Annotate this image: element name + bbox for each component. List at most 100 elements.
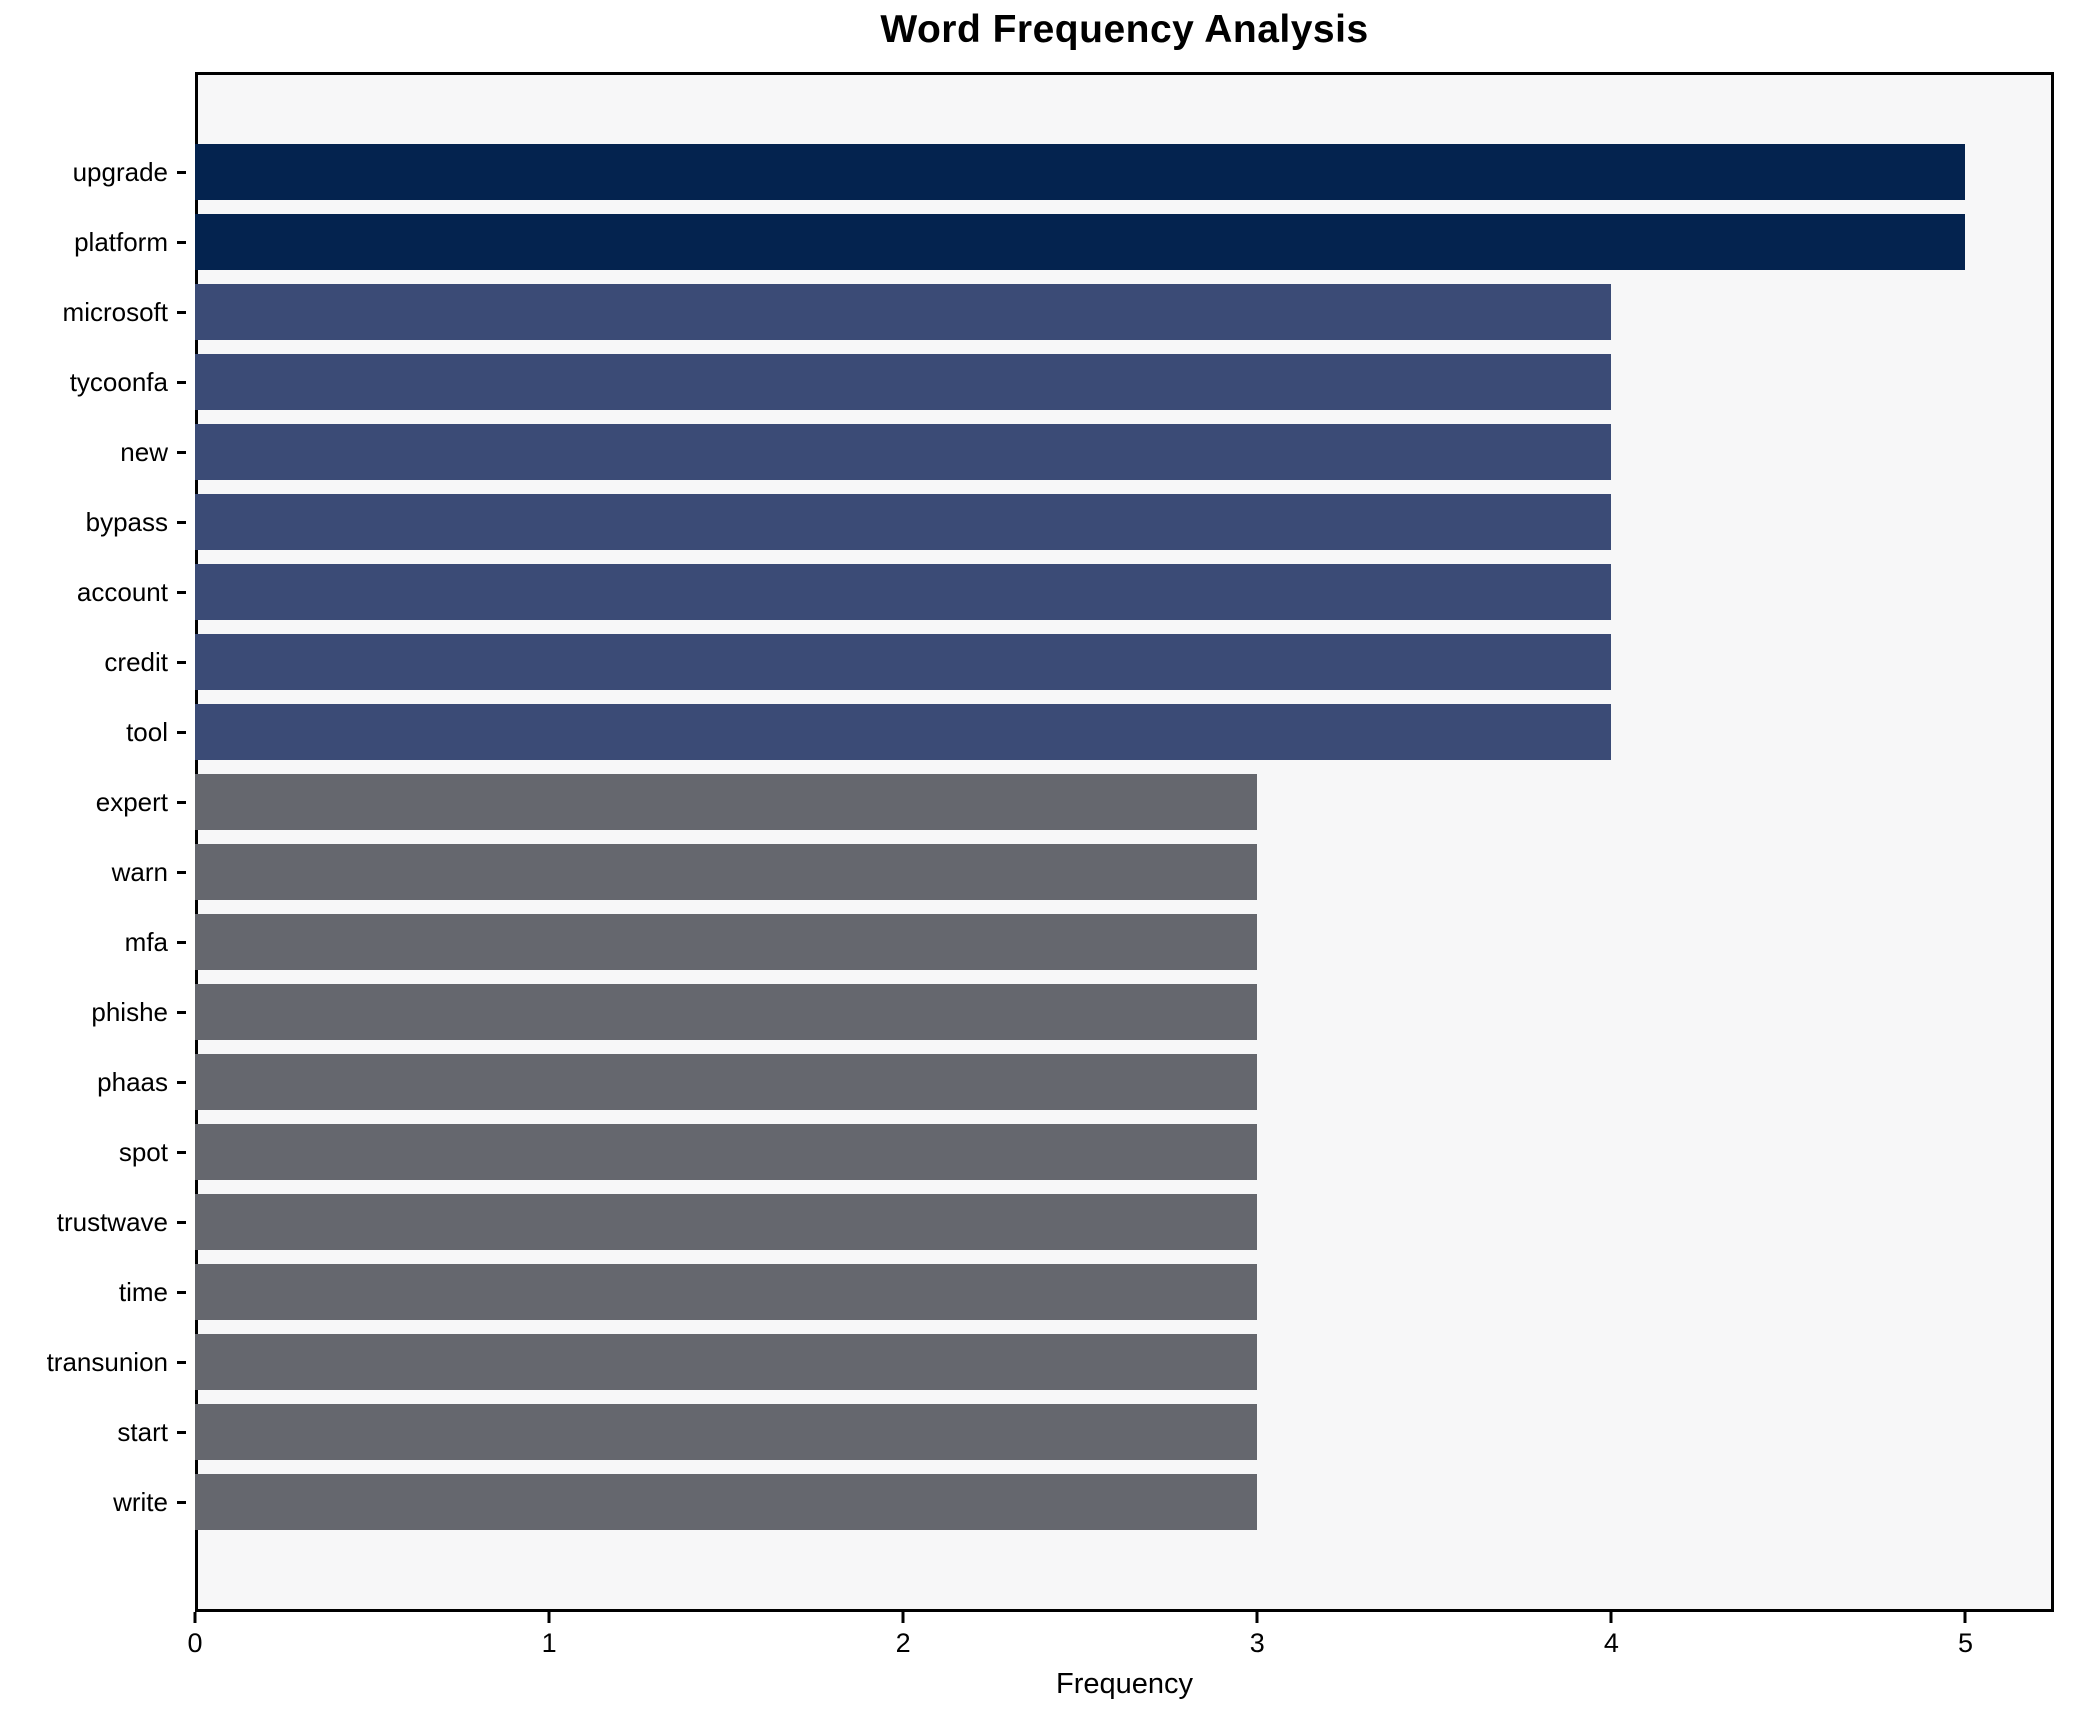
bar-row: time	[0, 1257, 2074, 1327]
bar-row: new	[0, 417, 2074, 487]
bar	[195, 1474, 1258, 1530]
bar-track	[195, 207, 2054, 277]
y-tick-mark	[177, 1010, 186, 1014]
bar-track	[195, 417, 2054, 487]
x-tick-mark	[547, 1612, 551, 1623]
bar-row: platform	[0, 207, 2074, 277]
bar-track	[195, 1467, 2054, 1537]
y-tick-label: microsoft	[62, 296, 168, 327]
x-axis-ticks: 0 1 2 3 4 5	[187, 1612, 2054, 1682]
y-tick-mark	[177, 1080, 186, 1084]
y-tick-mark	[177, 1500, 186, 1504]
y-tick-mark	[177, 1360, 186, 1364]
y-tick-label: mfa	[124, 926, 168, 957]
bar-track	[195, 557, 2054, 627]
bar-row: expert	[0, 767, 2074, 837]
bar	[195, 1264, 1258, 1320]
bar	[195, 214, 1966, 270]
x-tick-mark	[1255, 1612, 1259, 1623]
y-tick-label: credit	[104, 646, 168, 677]
y-tick-mark	[177, 450, 186, 454]
y-tick-label: account	[76, 576, 168, 607]
bar-track	[195, 1047, 2054, 1117]
bar-row: credit	[0, 627, 2074, 697]
chart-title: Word Frequency Analysis	[880, 8, 1369, 51]
bar-row: mfa	[0, 907, 2074, 977]
bar-track	[195, 697, 2054, 767]
y-tick-mark	[177, 870, 186, 874]
x-axis-label: Frequency	[1055, 1668, 1193, 1700]
y-tick-mark	[177, 940, 186, 944]
x-tick-label: 3	[1249, 1628, 1265, 1658]
bar-row: transunion	[0, 1327, 2074, 1397]
bar	[195, 1404, 1258, 1460]
y-tick-label: trustwave	[56, 1206, 168, 1237]
bar	[195, 914, 1258, 970]
bar-track	[195, 1327, 2054, 1397]
bar-track	[195, 627, 2054, 697]
x-tick-label: 0	[187, 1628, 203, 1658]
x-tick-label: 1	[541, 1628, 557, 1658]
x-tick-label: 5	[1957, 1628, 1973, 1658]
y-tick-label: platform	[74, 226, 168, 257]
bar-row: bypass	[0, 487, 2074, 557]
bar-track	[195, 1117, 2054, 1187]
y-tick-mark	[177, 1150, 186, 1154]
y-tick-label: phaas	[97, 1066, 168, 1097]
y-tick-mark	[177, 660, 186, 664]
x-tick-mark	[1609, 1612, 1613, 1623]
y-tick-label: start	[117, 1416, 168, 1447]
bar-row: tycoonfa	[0, 347, 2074, 417]
y-tick-label: warn	[111, 856, 168, 887]
bar-track	[195, 907, 2054, 977]
bar-row: trustwave	[0, 1187, 2074, 1257]
bar-track	[195, 977, 2054, 1047]
bar-track	[195, 767, 2054, 837]
bar	[195, 144, 1966, 200]
bar-row: write	[0, 1467, 2074, 1537]
y-tick-label: bypass	[85, 506, 168, 537]
y-tick-label: time	[118, 1276, 168, 1307]
bar-track	[195, 1257, 2054, 1327]
bar-track	[195, 837, 2054, 907]
bar-row: phishe	[0, 977, 2074, 1047]
bar-row: upgrade	[0, 137, 2074, 207]
bar-track	[195, 137, 2054, 207]
bar-row: microsoft	[0, 277, 2074, 347]
y-tick-mark	[177, 310, 186, 314]
bar-row: warn	[0, 837, 2074, 907]
bar-track	[195, 1397, 2054, 1467]
bar	[195, 1334, 1258, 1390]
y-tick-label: upgrade	[72, 156, 168, 187]
bar	[195, 704, 1612, 760]
bar	[195, 1124, 1258, 1180]
bar-row: spot	[0, 1117, 2074, 1187]
y-tick-mark	[177, 240, 186, 244]
y-tick-label: phishe	[91, 996, 168, 1027]
y-tick-mark	[177, 1220, 186, 1224]
bar-track	[195, 347, 2054, 417]
bar-track	[195, 1187, 2054, 1257]
bar-row: tool	[0, 697, 2074, 767]
bar-row: account	[0, 557, 2074, 627]
y-tick-mark	[177, 1430, 186, 1434]
bar-row: phaas	[0, 1047, 2074, 1117]
bar	[195, 1054, 1258, 1110]
bar	[195, 564, 1612, 620]
bar	[195, 634, 1612, 690]
bar-row: start	[0, 1397, 2074, 1467]
bar	[195, 354, 1612, 410]
y-tick-label: transunion	[46, 1346, 168, 1377]
y-tick-mark	[177, 800, 186, 804]
x-tick-mark	[1963, 1612, 1967, 1623]
y-tick-mark	[177, 590, 186, 594]
bar-track	[195, 487, 2054, 557]
y-tick-label: tycoonfa	[69, 366, 168, 397]
bar-rows-container: upgrade platform microsoft tycoonfa new bypas…	[0, 72, 2074, 1612]
bar	[195, 424, 1612, 480]
y-tick-label: new	[120, 436, 168, 467]
y-tick-mark	[177, 170, 186, 174]
y-tick-label: write	[113, 1486, 168, 1517]
y-tick-mark	[177, 380, 186, 384]
y-tick-label: tool	[126, 716, 168, 747]
